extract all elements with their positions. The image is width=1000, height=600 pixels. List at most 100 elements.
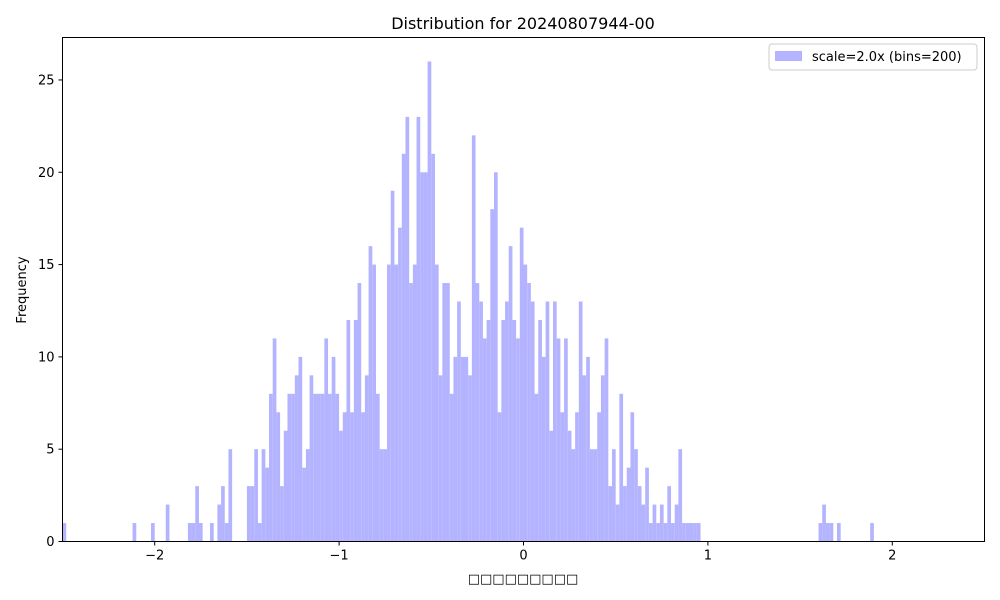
histogram-bar	[612, 449, 616, 542]
histogram-bar	[825, 523, 830, 542]
histogram-bar	[460, 356, 465, 542]
bars-group	[62, 61, 874, 542]
histogram-bar	[626, 467, 631, 542]
histogram-bar	[685, 523, 690, 542]
histogram-bar	[254, 449, 258, 542]
histogram-bar	[250, 486, 255, 542]
histogram-bar	[427, 61, 432, 542]
x-tick-label: 2	[888, 549, 896, 564]
histogram-bar	[383, 449, 388, 542]
histogram-bar	[372, 264, 376, 542]
histogram-bar	[287, 393, 292, 542]
histogram-bar	[634, 449, 638, 542]
histogram-bar	[302, 467, 306, 542]
histogram-bar	[401, 153, 406, 542]
histogram-bar	[482, 338, 487, 542]
legend: scale=2.0x (bins=200)	[768, 43, 978, 71]
histogram-bar	[600, 375, 605, 542]
histogram-bar	[357, 283, 362, 542]
histogram-bar	[493, 172, 498, 542]
histogram-bar	[829, 523, 834, 542]
histogram-bar	[442, 283, 447, 542]
x-tick-label: 1	[704, 549, 712, 564]
histogram-bar	[379, 449, 384, 542]
histogram-bar	[667, 486, 672, 542]
histogram-bar	[269, 393, 273, 542]
histogram-bar	[674, 504, 679, 542]
histogram-bar	[560, 412, 565, 542]
histogram-bar	[586, 356, 590, 542]
histogram-bar	[693, 523, 697, 542]
histogram-bar	[593, 449, 598, 542]
histogram-bar	[412, 264, 417, 542]
histogram-bar	[165, 504, 170, 542]
histogram-bar	[689, 523, 694, 542]
histogram-bar	[387, 264, 391, 542]
histogram-bar	[464, 356, 469, 542]
histogram-bar	[671, 523, 675, 542]
histogram-bar	[556, 338, 561, 542]
histogram-bar	[261, 449, 266, 542]
histogram-bar	[361, 412, 365, 542]
histogram-bar	[394, 264, 399, 542]
y-tick-label: 0	[46, 535, 54, 550]
histogram-bar	[420, 172, 424, 542]
histogram-bar	[486, 319, 491, 542]
histogram-bar	[608, 486, 613, 542]
histogram-bar	[468, 375, 472, 542]
histogram-bar	[696, 523, 701, 542]
histogram-bar	[328, 393, 332, 542]
histogram-bar	[265, 467, 270, 542]
chart-title: Distribution for 20240807944-00	[391, 14, 655, 33]
y-axis-label: Frequency	[15, 256, 30, 323]
histogram-bar	[423, 172, 428, 542]
histogram-bar	[434, 264, 439, 542]
histogram-bar	[648, 523, 653, 542]
histogram-bar	[512, 319, 517, 542]
histogram-bar	[132, 523, 137, 542]
x-tick-label: 0	[519, 549, 527, 564]
histogram-bar	[453, 356, 458, 542]
histogram-bar	[630, 412, 635, 542]
histogram-bar	[438, 375, 443, 542]
histogram-bar	[818, 523, 823, 542]
histogram-bar	[678, 449, 683, 542]
histogram-bar	[320, 393, 325, 542]
histogram-bar	[589, 449, 594, 542]
x-axis-label: □□□□□□□□□	[468, 572, 579, 587]
histogram-bar	[471, 135, 476, 542]
histogram-bar	[416, 116, 421, 542]
histogram-bar	[523, 264, 528, 542]
histogram-bar	[217, 504, 222, 542]
histogram-bar	[553, 301, 557, 542]
histogram-bar	[541, 356, 546, 542]
x-tick-label: −2	[145, 549, 164, 564]
histogram-bar	[346, 319, 351, 542]
histogram-bar	[246, 486, 251, 542]
histogram-bar	[449, 393, 454, 542]
histogram-bar	[313, 393, 317, 542]
histogram-bar	[364, 375, 369, 542]
histogram-bar	[615, 504, 620, 542]
histogram-bar	[497, 412, 502, 542]
histogram-bar	[375, 393, 380, 542]
histogram-bar	[291, 393, 295, 542]
histogram-bar	[350, 412, 354, 542]
histogram-bar	[682, 523, 686, 542]
histogram-bar	[280, 486, 284, 542]
histogram-bar	[409, 283, 413, 542]
histogram-bar	[582, 375, 587, 542]
histogram-bar	[652, 504, 657, 542]
histogram-bar	[353, 319, 358, 542]
histogram-bar	[564, 338, 568, 542]
histogram-bar	[656, 523, 660, 542]
histogram-bar	[390, 190, 395, 542]
histogram-bar	[527, 283, 531, 542]
histogram-bar	[571, 449, 576, 542]
histogram-bar	[195, 486, 199, 542]
histogram-bar	[405, 116, 410, 542]
y-tick-label: 20	[38, 166, 55, 181]
histogram-bar	[309, 375, 314, 542]
histogram-bar	[645, 467, 649, 542]
histogram-bar	[368, 246, 373, 542]
